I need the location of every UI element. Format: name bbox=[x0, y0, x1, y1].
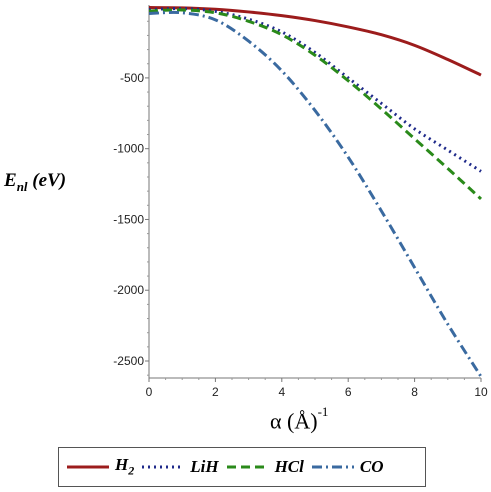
legend-item-lih: LiH bbox=[140, 457, 219, 477]
series-group bbox=[148, 6, 483, 378]
series-line-hcl bbox=[148, 8, 483, 201]
legend-swatch-h2 bbox=[67, 465, 109, 469]
legend-swatch-lih bbox=[142, 465, 185, 469]
axes bbox=[145, 5, 482, 382]
y-tick-label: -2000 bbox=[113, 283, 144, 297]
legend-item-h2: H2 bbox=[65, 455, 134, 478]
x-tick-label: 6 bbox=[345, 385, 352, 399]
x-tick-label: 8 bbox=[411, 385, 418, 399]
series-line-co bbox=[148, 10, 483, 378]
x-axis-label-exponent: -1 bbox=[317, 404, 329, 419]
tick-labels: -500 -1000 -1500 -2000 -2500 0 2 4 6 8 10 bbox=[113, 71, 488, 399]
legend-label-h2: H bbox=[115, 455, 129, 475]
y-axis-label-sub: nl bbox=[16, 178, 28, 194]
y-tick-label: -1500 bbox=[113, 212, 144, 226]
x-axis-label: α (Å)-1 bbox=[270, 404, 328, 434]
legend-swatch-co bbox=[311, 465, 354, 469]
legend-item-co: CO bbox=[310, 457, 384, 477]
y-tick-label: -500 bbox=[120, 71, 144, 85]
legend-item-hcl: HCl bbox=[225, 457, 304, 477]
x-tick-label: 4 bbox=[278, 385, 285, 399]
legend-label-lih: LiH bbox=[190, 457, 219, 476]
y-axis-label-main: E bbox=[4, 170, 17, 191]
y-tick-label: -1000 bbox=[113, 142, 144, 156]
series-line-lih bbox=[148, 6, 482, 173]
y-axis-unit: (eV) bbox=[32, 170, 67, 191]
x-tick-label: 10 bbox=[474, 385, 488, 399]
legend-label-h2-sub: 2 bbox=[128, 463, 135, 478]
legend-swatch-hcl bbox=[226, 465, 269, 469]
legend-label-hcl: HCl bbox=[274, 457, 304, 476]
y-axis-label: Enl (eV) bbox=[4, 170, 66, 195]
series-line-h2 bbox=[148, 6, 482, 77]
legend: H2 LiH HCl CO bbox=[58, 447, 426, 487]
chart-plot: -500 -1000 -1500 -2000 -2500 0 2 4 6 8 10 bbox=[113, 5, 488, 399]
x-tick-label: 2 bbox=[212, 385, 219, 399]
legend-label-co: CO bbox=[359, 457, 384, 476]
y-tick-label: -2500 bbox=[113, 354, 144, 368]
x-axis-label-text: α (Å) bbox=[270, 408, 318, 434]
x-tick-label: 0 bbox=[146, 385, 153, 399]
